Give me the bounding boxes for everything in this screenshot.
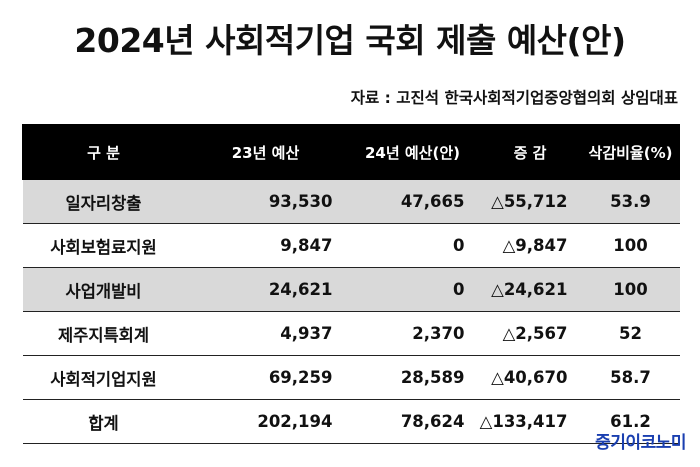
cell-2024: 47,665	[346, 179, 479, 224]
cell-ratio: 58.7	[581, 355, 680, 400]
cell-ratio: 100	[581, 267, 680, 312]
row-label: 제주지특회계	[22, 311, 185, 356]
page-title: 2024년 사회적기업 국회 제출 예산(안)	[74, 21, 626, 60]
cell-2023: 69,259	[184, 355, 347, 400]
cell-change: △2,567	[478, 311, 582, 356]
cell-2023: 202,194	[184, 399, 347, 444]
header-2023-budget: 23년 예산	[184, 124, 347, 180]
source-note: 자료 : 고진석 한국사회적기업중앙협의회 상임대표	[350, 89, 678, 107]
cell-ratio: 100	[581, 223, 680, 268]
header-category: 구 분	[22, 124, 185, 180]
header-cut-ratio: 삭감비율(%)	[581, 124, 680, 180]
cell-ratio: 52	[581, 311, 680, 356]
row-label: 합계	[22, 399, 185, 444]
cell-2024: 2,370	[346, 311, 479, 356]
row-label: 일자리창출	[22, 179, 185, 224]
cell-change: △9,847	[478, 223, 582, 268]
row-label: 사회보험료지원	[22, 223, 185, 268]
cell-2023: 9,847	[184, 223, 347, 268]
table-row: 제주지특회계 4,937 2,370 △2,567 52	[22, 311, 680, 356]
cell-change: △55,712	[478, 179, 582, 224]
table-row: 사업개발비 24,621 0 △24,621 100	[22, 267, 680, 312]
cell-2024: 28,589	[346, 355, 479, 400]
header-2024-budget: 24년 예산(안)	[346, 124, 479, 180]
budget-table: 구 분 23년 예산 24년 예산(안) 증 감 삭감비율(%) 일자리창출 9…	[22, 124, 680, 444]
cell-change: △40,670	[478, 355, 582, 400]
publisher-watermark: 중기이코노미	[595, 433, 686, 453]
header-change: 증 감	[478, 124, 582, 180]
table-total-row: 합계 202,194 78,624 △133,417 61.2	[22, 399, 680, 444]
table-row: 일자리창출 93,530 47,665 △55,712 53.9	[22, 179, 680, 224]
row-label: 사회적기업지원	[22, 355, 185, 400]
cell-2024: 0	[346, 223, 479, 268]
table-row: 사회적기업지원 69,259 28,589 △40,670 58.7	[22, 355, 680, 400]
cell-2023: 24,621	[184, 267, 347, 312]
cell-change: △24,621	[478, 267, 582, 312]
table-header-row: 구 분 23년 예산 24년 예산(안) 증 감 삭감비율(%)	[22, 124, 680, 180]
cell-ratio: 61.2	[581, 399, 680, 444]
row-label: 사업개발비	[22, 267, 185, 312]
cell-change: △133,417	[478, 399, 582, 444]
cell-2023: 4,937	[184, 311, 347, 356]
cell-2024: 78,624	[346, 399, 479, 444]
table-row: 사회보험료지원 9,847 0 △9,847 100	[22, 223, 680, 268]
cell-ratio: 53.9	[581, 179, 680, 224]
cell-2024: 0	[346, 267, 479, 312]
cell-2023: 93,530	[184, 179, 347, 224]
